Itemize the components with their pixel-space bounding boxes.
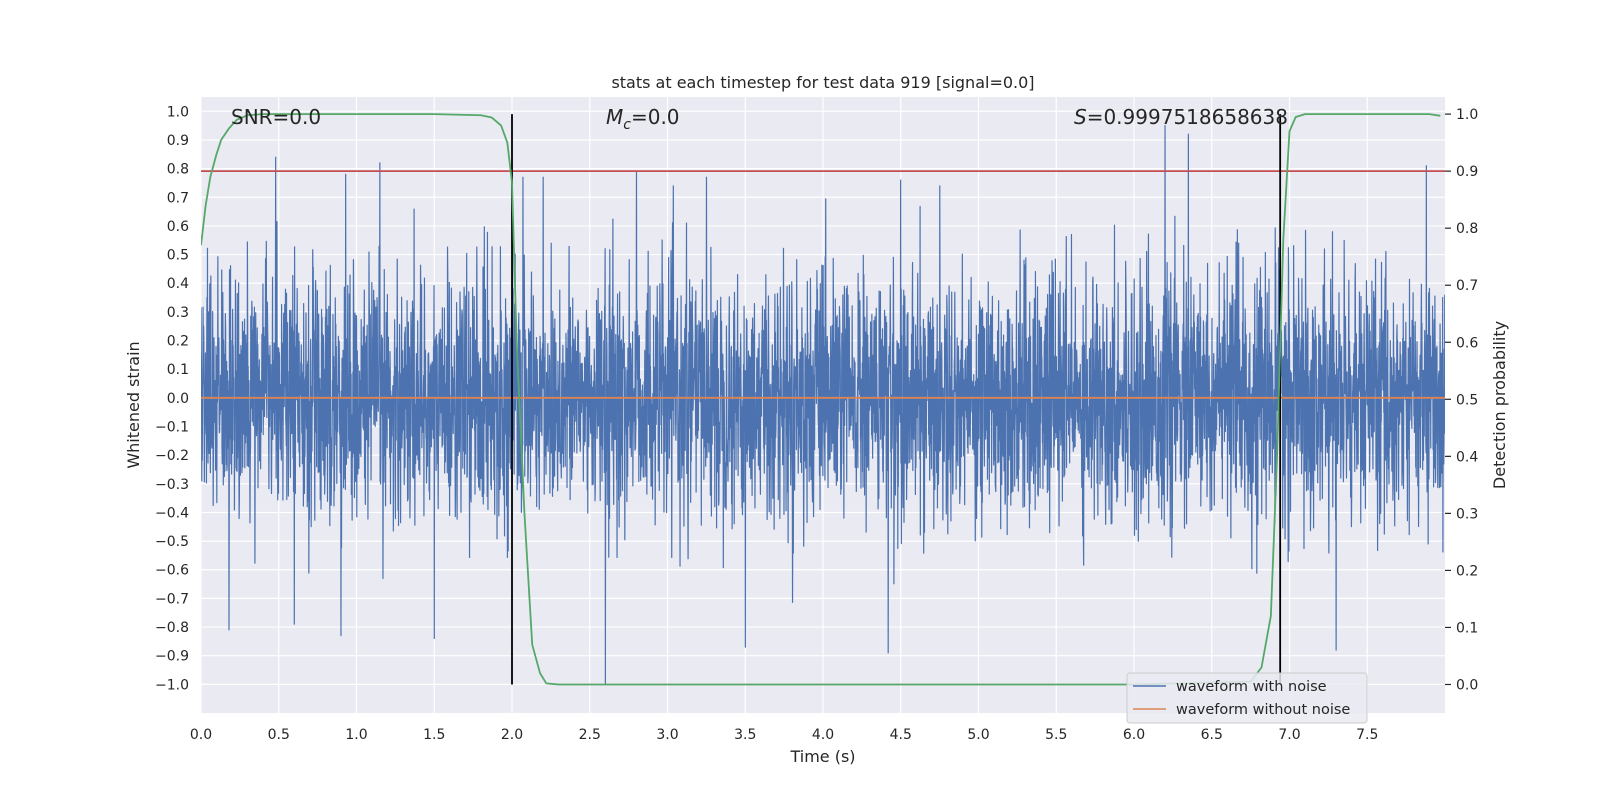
legend: waveform with noise waveform without noi…: [1126, 672, 1368, 724]
legend-box: [1126, 672, 1368, 724]
y-right-tick-label: 1.0: [1456, 107, 1478, 123]
x-tick-label: 6.0: [1123, 727, 1145, 743]
series-detection-probability: [201, 113, 1441, 686]
y-left-tick-label: 1.0: [167, 104, 189, 120]
y-left-tick-label: 0.8: [167, 162, 189, 178]
x-tick-label: 3.5: [734, 727, 756, 743]
y-left-tick-label: −0.8: [155, 620, 189, 636]
y-left-tick-label: 0.7: [167, 190, 189, 206]
chirp-mass-annotation: Mc=0.0: [606, 105, 680, 133]
y-left-tick-label: 0.1: [167, 362, 189, 378]
y-left-tick-label: −0.6: [155, 563, 189, 579]
y-left-tick-label: 0.5: [167, 248, 189, 264]
score-value: =0.9997518658638: [1087, 105, 1288, 129]
y-left-tick-label: −0.3: [155, 477, 189, 493]
chirp-mass-value: =0.0: [631, 105, 680, 129]
y-left-tick-label: 0.9: [167, 133, 189, 149]
tick-labels: 0.0 0.5 1.0 1.5 2.0 2.5 3.0 3.5 4.0 4.5 5.0 5.5 6.0 6…: [155, 104, 1478, 743]
x-tick-label: 6.5: [1201, 727, 1223, 743]
chart-title: stats at each timestep for test data 919…: [611, 73, 1034, 92]
x-tick-label: 2.5: [579, 727, 601, 743]
chirp-mass-subscript: c: [623, 117, 631, 133]
y-left-tick-label: −0.2: [155, 448, 189, 464]
y-axis-label-right: Detection probability: [1490, 321, 1509, 489]
y-right-tick-label: 0.0: [1456, 677, 1478, 693]
noise-waveform-layer: [201, 125, 1445, 685]
y-left-tick-label: 0.3: [167, 305, 189, 321]
x-tick-label: 5.0: [967, 727, 989, 743]
x-tick-label: 3.0: [656, 727, 678, 743]
x-axis-label: Time (s): [789, 747, 855, 766]
overlay-layer: [201, 113, 1445, 686]
y-left-tick-label: −0.1: [155, 419, 189, 435]
x-tick-label: 0.5: [268, 727, 290, 743]
y-right-tick-label: 0.8: [1456, 221, 1478, 237]
x-tick-label: 2.0: [501, 727, 523, 743]
y-right-tick-label: 0.4: [1456, 449, 1478, 465]
x-tick-label: 4.0: [812, 727, 834, 743]
legend-label-clean: waveform without noise: [1176, 702, 1350, 718]
series-waveform-with-noise: [201, 125, 1445, 685]
x-tick-label: 7.0: [1278, 727, 1300, 743]
y-left-tick-label: −0.5: [155, 534, 189, 550]
y-left-tick-label: 0.2: [167, 334, 189, 350]
y-left-tick-label: −0.7: [155, 591, 189, 607]
x-tick-label: 1.0: [345, 727, 367, 743]
legend-label-noise: waveform with noise: [1176, 679, 1327, 695]
y-right-tick-label: 0.1: [1456, 620, 1478, 636]
x-tick-label: 1.5: [423, 727, 445, 743]
snr-annotation: SNR=0.0: [231, 105, 321, 129]
x-tick-label: 4.5: [890, 727, 912, 743]
y-left-tick-label: −1.0: [155, 677, 189, 693]
y-right-tick-label: 0.9: [1456, 164, 1478, 180]
y-right-tick-label: 0.2: [1456, 563, 1478, 579]
y-left-tick-label: −0.9: [155, 649, 189, 665]
x-tick-label: 5.5: [1045, 727, 1067, 743]
y-left-tick-label: 0.4: [167, 276, 189, 292]
y-left-tick-label: −0.4: [155, 505, 189, 521]
score-symbol: S: [1074, 105, 1087, 129]
y-axis-label-left: Whitened strain: [124, 341, 143, 468]
y-left-tick-label: 0.6: [167, 219, 189, 235]
y-left-tick-label: 0.0: [167, 391, 189, 407]
score-annotation: S=0.9997518658638: [1074, 105, 1288, 129]
y-right-tick-label: 0.7: [1456, 278, 1478, 294]
x-tick-label: 0.0: [190, 727, 212, 743]
chirp-mass-symbol: M: [606, 105, 623, 129]
y-right-tick-label: 0.6: [1456, 335, 1478, 351]
y-right-tick-label: 0.3: [1456, 506, 1478, 522]
x-tick-label: 7.5: [1356, 727, 1378, 743]
y-right-tick-label: 0.5: [1456, 392, 1478, 408]
